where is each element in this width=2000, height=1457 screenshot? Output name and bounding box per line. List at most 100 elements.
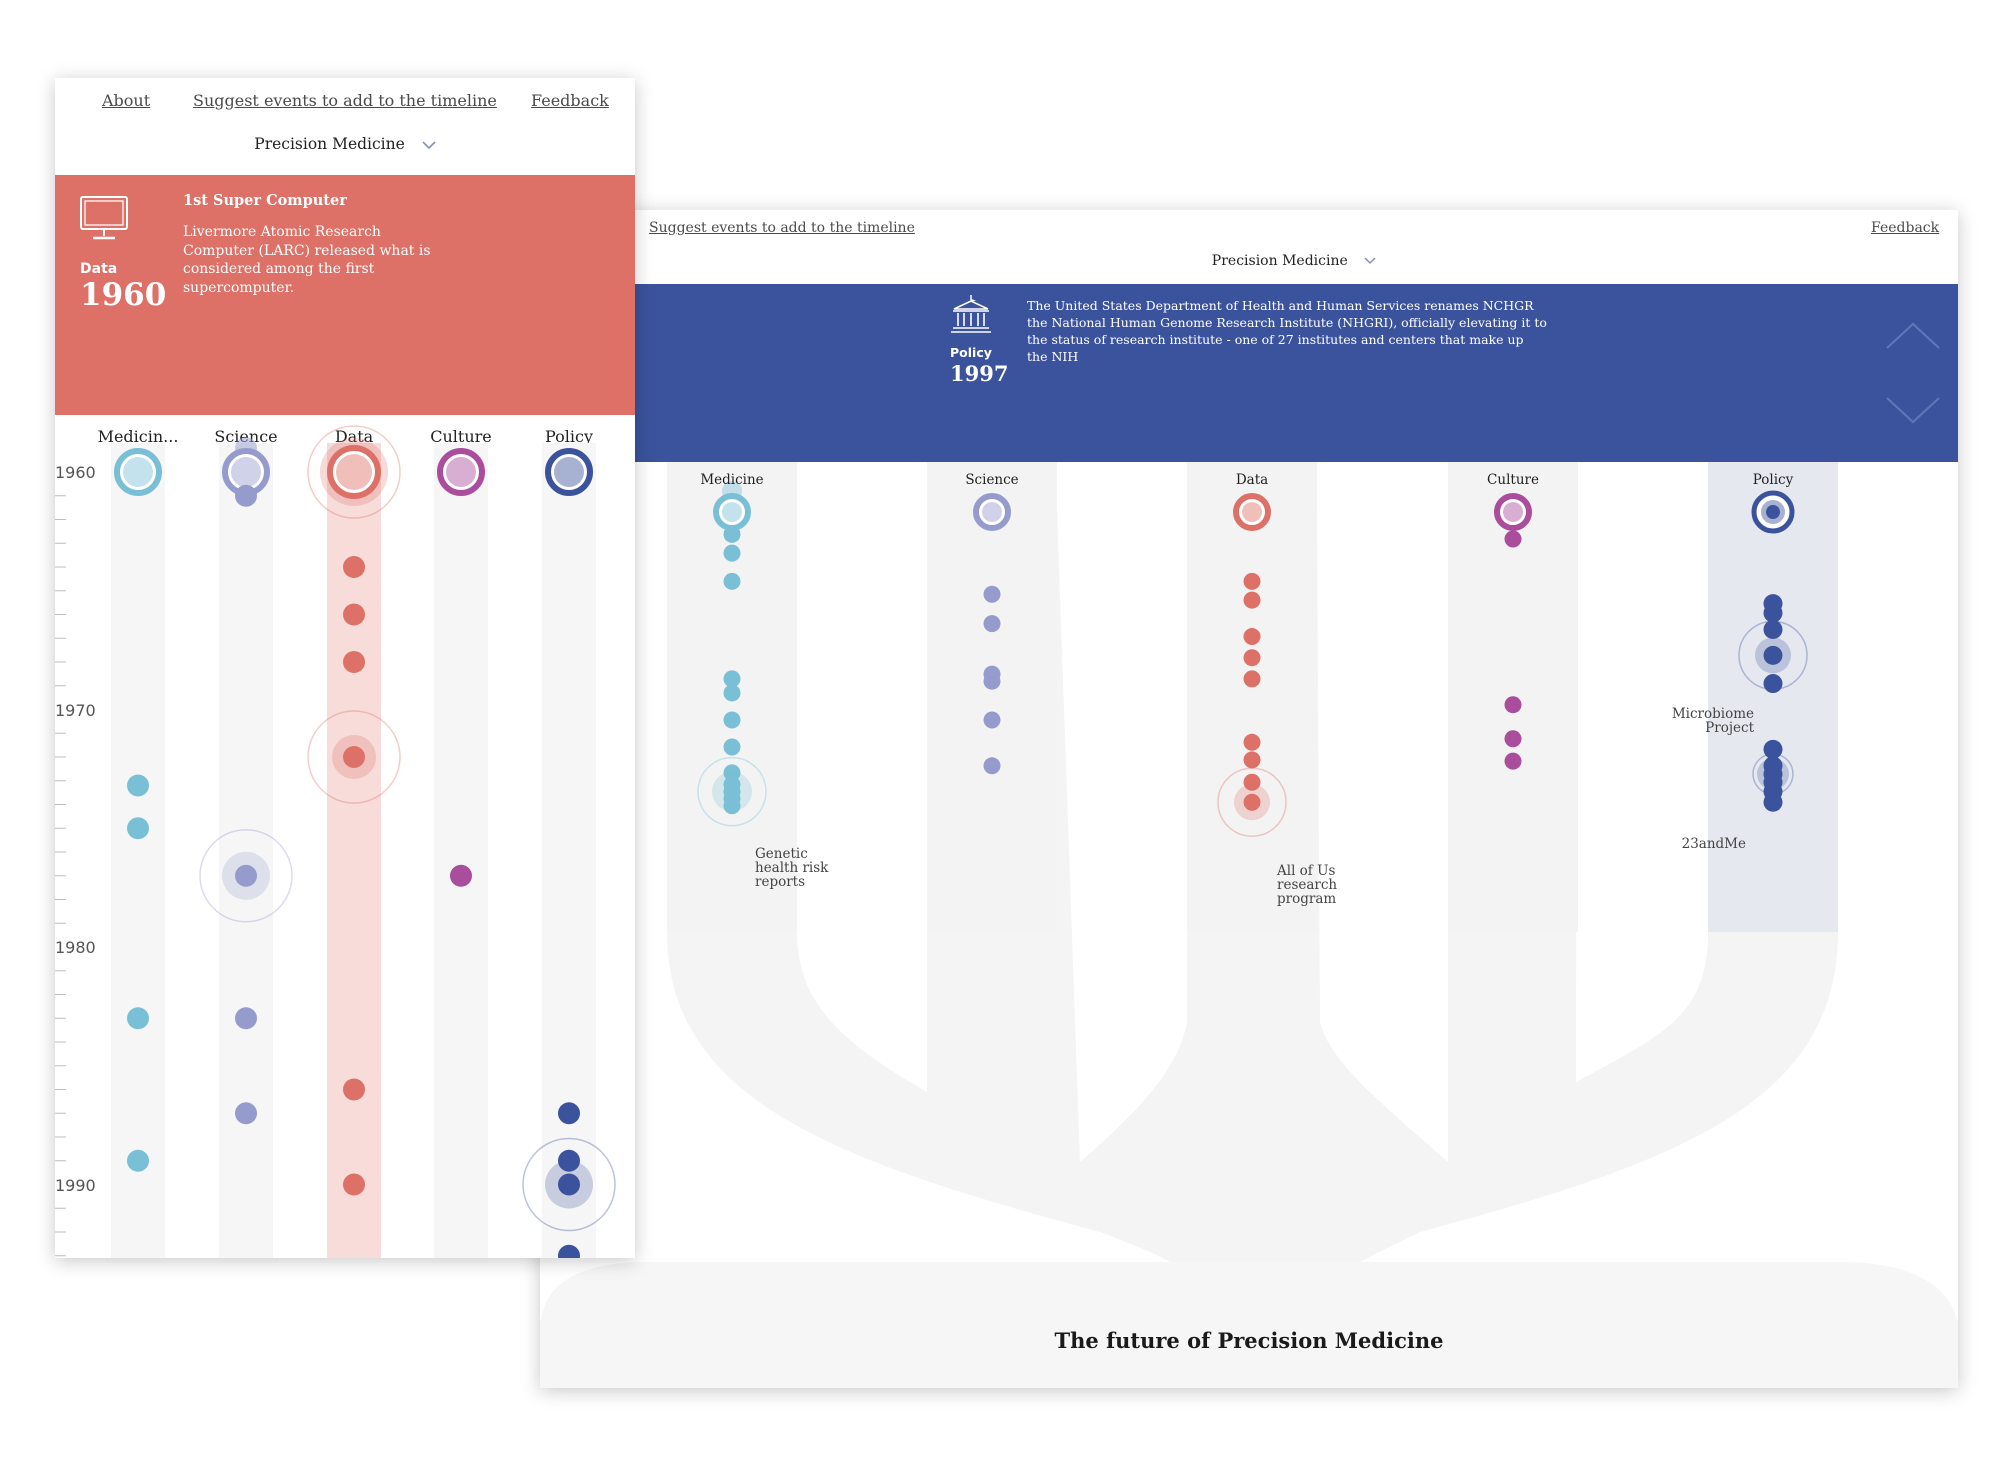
event-dot[interactable] <box>558 1149 580 1172</box>
mobile-timeline-chart <box>55 425 616 1258</box>
event-dot[interactable] <box>127 1149 149 1172</box>
lane-science <box>219 443 273 1258</box>
annotation-23andme[interactable]: 23andMe <box>1681 836 1746 852</box>
annotation-microbiome-project[interactable]: Microbiome Project <box>1671 706 1754 737</box>
future-section-title: The future of Precision Medicine <box>1054 1328 1444 1353</box>
event-dot[interactable] <box>558 1244 580 1258</box>
monitor-icon <box>80 196 128 240</box>
event-dot[interactable] <box>343 746 365 768</box>
selection-halo-ring <box>697 756 767 827</box>
suggest-events-link[interactable]: Suggest events to add to the timeline <box>193 91 497 110</box>
annotation-genetic-health-risk-reports[interactable]: Genetic health risk reports <box>755 846 829 891</box>
event-dot[interactable] <box>558 1173 580 1196</box>
event-dot[interactable] <box>1243 793 1261 811</box>
event-dot[interactable] <box>1243 773 1261 791</box>
event-dot[interactable] <box>235 484 257 507</box>
event-dot[interactable] <box>1243 751 1261 769</box>
event-dot[interactable] <box>723 525 741 543</box>
event-dot[interactable] <box>723 764 741 782</box>
column-header-culture[interactable]: Culture <box>430 427 492 446</box>
event-dot[interactable] <box>343 1078 365 1101</box>
selected-event-dot <box>1766 505 1780 519</box>
event-dot[interactable] <box>235 1102 257 1125</box>
event-dot[interactable] <box>1243 649 1261 667</box>
event-dot[interactable] <box>1763 620 1783 639</box>
event-dot[interactable] <box>343 556 365 578</box>
event-dot[interactable] <box>1763 674 1783 694</box>
event-dot[interactable] <box>1763 603 1783 623</box>
column-header-data[interactable]: Data <box>334 427 374 446</box>
event-dot[interactable] <box>983 585 1001 603</box>
lane-medicine <box>111 443 165 1258</box>
event-dot[interactable] <box>723 684 741 702</box>
event-dot[interactable] <box>1763 792 1783 812</box>
desktop-timeline-window: Suggest events to add to the timeline Fe… <box>540 210 1958 1388</box>
event-dot[interactable] <box>343 603 365 626</box>
annotation-all-of-us-research-program[interactable]: All of Us research program <box>1277 863 1338 908</box>
origin-ring-fill <box>231 457 261 487</box>
event-dot[interactable] <box>1504 730 1522 748</box>
event-dot[interactable] <box>127 774 149 797</box>
origin-ring-fill <box>446 457 476 487</box>
event-dot[interactable] <box>235 864 257 887</box>
event-category: Policy <box>950 345 992 360</box>
desktop-timeline-chart <box>540 462 1958 1388</box>
event-dot[interactable] <box>1243 628 1261 646</box>
event-dot[interactable] <box>235 1007 257 1030</box>
origin-ring <box>545 448 593 496</box>
government-building-icon <box>951 295 991 333</box>
event-dot[interactable] <box>1243 733 1261 751</box>
event-dot[interactable] <box>1504 530 1522 548</box>
lane-data <box>1187 462 1317 932</box>
event-dot[interactable] <box>343 651 365 673</box>
column-header-policy[interactable]: Policy <box>1752 472 1794 488</box>
event-banner: Policy 1997 The United States Department… <box>540 284 1958 462</box>
column-header-policy[interactable]: Policy <box>545 427 593 446</box>
column-header-culture[interactable]: Culture <box>1487 472 1539 488</box>
topic-selector[interactable]: Precision Medicine <box>55 135 635 153</box>
year-label: 1960 <box>55 463 96 482</box>
event-dot[interactable] <box>127 817 149 840</box>
column-header-data[interactable]: Data <box>1235 472 1269 488</box>
column-header-medicine[interactable]: Medicine <box>700 472 764 488</box>
about-link[interactable]: About <box>102 91 151 110</box>
event-dot[interactable] <box>983 615 1001 633</box>
event-dot[interactable] <box>723 711 741 729</box>
feedback-link[interactable]: Feedback <box>531 91 609 110</box>
event-dot[interactable] <box>723 572 741 590</box>
event-dot[interactable] <box>983 711 1001 729</box>
event-dot[interactable] <box>1243 591 1261 609</box>
event-dot[interactable] <box>723 544 741 562</box>
event-dot[interactable] <box>1763 645 1783 665</box>
column-header-science[interactable]: Science <box>214 427 278 446</box>
event-dot[interactable] <box>723 670 741 688</box>
event-title: 1st Super Computer <box>183 192 347 209</box>
feedback-link[interactable]: Feedback <box>1871 220 1940 236</box>
event-dot[interactable] <box>1504 752 1522 770</box>
event-dot[interactable] <box>723 738 741 756</box>
event-category: Data <box>80 261 118 277</box>
event-dot[interactable] <box>1243 670 1261 688</box>
event-year: 1997 <box>950 361 1009 386</box>
event-dot[interactable] <box>1763 739 1783 759</box>
previous-event-arrow-icon[interactable] <box>1886 322 1940 350</box>
event-dot[interactable] <box>343 1173 365 1196</box>
event-dot[interactable] <box>723 797 741 815</box>
selection-halo-ring <box>1217 767 1287 837</box>
event-dot[interactable] <box>983 672 1001 690</box>
suggest-events-link[interactable]: Suggest events to add to the timeline <box>649 220 915 236</box>
event-dot[interactable] <box>1504 696 1522 714</box>
next-event-arrow-icon[interactable] <box>1886 396 1940 424</box>
chevron-down-icon <box>1364 257 1376 265</box>
event-dot[interactable] <box>127 1007 149 1030</box>
event-dot[interactable] <box>1243 572 1261 590</box>
year-label: 1990 <box>55 1175 96 1195</box>
lane-policy <box>542 443 596 1258</box>
origin-ring-fill <box>982 502 1002 522</box>
event-dot[interactable] <box>450 864 472 887</box>
topic-selector[interactable]: Precision Medicine <box>540 253 1958 269</box>
column-header-science[interactable]: Science <box>965 472 1019 488</box>
column-header-medicine[interactable]: Medicin... <box>97 427 179 446</box>
event-dot[interactable] <box>558 1102 580 1125</box>
event-dot[interactable] <box>983 757 1001 775</box>
